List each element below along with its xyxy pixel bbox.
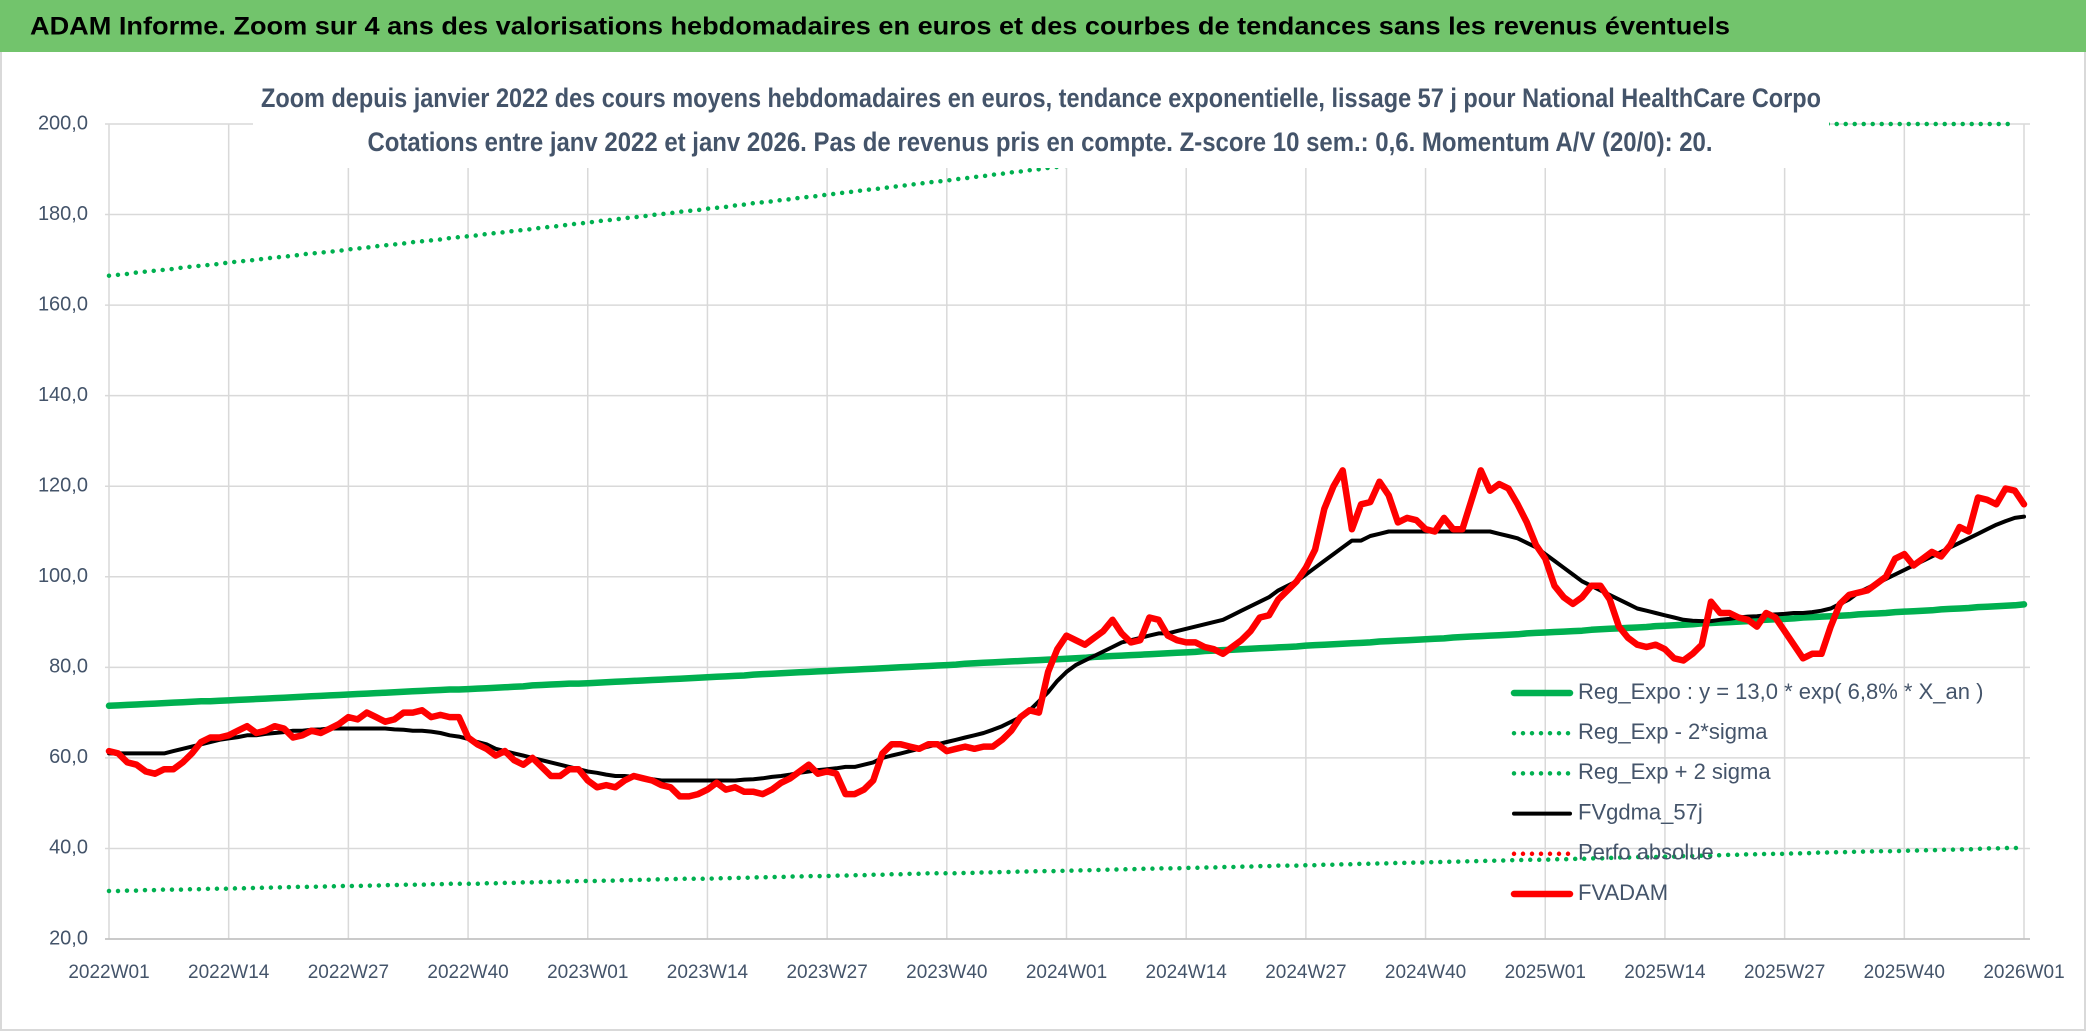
y-tick-label: 180,0 bbox=[38, 203, 88, 225]
x-tick-label: 2026W01 bbox=[1983, 962, 2064, 983]
x-tick-label: 2024W14 bbox=[1146, 962, 1228, 983]
chart-title: Zoom depuis janvier 2022 des cours moyen… bbox=[261, 83, 1821, 113]
legend-label: FVgdma_57j bbox=[1578, 799, 1703, 824]
y-tick-label: 120,0 bbox=[38, 475, 88, 497]
legend-label: Reg_Exp - 2*sigma bbox=[1578, 719, 1768, 744]
x-tick-label: 2023W40 bbox=[906, 962, 987, 983]
y-tick-label: 80,0 bbox=[49, 656, 88, 678]
y-tick-label: 100,0 bbox=[38, 565, 88, 587]
chart-subtitle: Cotations entre janv 2022 et janv 2026. … bbox=[368, 127, 1713, 157]
x-tick-label: 2022W14 bbox=[188, 962, 270, 983]
x-tick-label: 2025W14 bbox=[1624, 962, 1706, 983]
title-box bbox=[253, 76, 1829, 168]
header-bar bbox=[0, 0, 2086, 52]
y-tick-label: 20,0 bbox=[49, 927, 88, 949]
x-tick-label: 2024W40 bbox=[1385, 962, 1466, 983]
y-tick-label: 160,0 bbox=[38, 293, 88, 315]
x-tick-label: 2024W27 bbox=[1265, 962, 1346, 983]
x-tick-label: 2022W27 bbox=[308, 962, 389, 983]
y-tick-label: 40,0 bbox=[49, 837, 88, 859]
x-tick-label: 2024W01 bbox=[1026, 962, 1107, 983]
x-tick-label: 2022W40 bbox=[427, 962, 508, 983]
x-tick-label: 2025W40 bbox=[1864, 962, 1945, 983]
series-line bbox=[105, 467, 2028, 800]
legend-label: Reg_Exp + 2 sigma bbox=[1578, 759, 1771, 784]
x-tick-label: 2023W01 bbox=[547, 962, 628, 983]
x-tick-label: 2022W01 bbox=[68, 962, 149, 983]
legend-label: Perfo absolue bbox=[1578, 840, 1714, 865]
x-tick-label: 2025W01 bbox=[1505, 962, 1586, 983]
y-tick-label: 200,0 bbox=[38, 112, 88, 134]
y-tick-label: 140,0 bbox=[38, 384, 88, 406]
legend-label: Reg_Expo : y = 13,0 * exp( 6,8% * X_an ) bbox=[1578, 679, 1983, 704]
header-title: ADAM Informe. Zoom sur 4 ans des valoris… bbox=[30, 13, 1730, 41]
x-tick-label: 2025W27 bbox=[1744, 962, 1825, 983]
x-tick-label: 2023W14 bbox=[667, 962, 749, 983]
legend-label: FVADAM bbox=[1578, 880, 1668, 905]
x-tick-label: 2023W27 bbox=[786, 962, 867, 983]
y-tick-label: 60,0 bbox=[49, 746, 88, 768]
